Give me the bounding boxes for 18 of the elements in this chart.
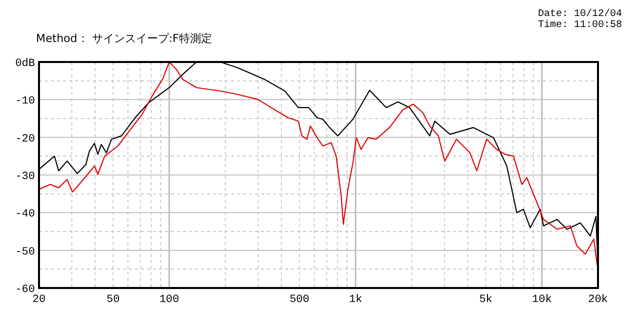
x-tick-label: 20 xyxy=(32,294,46,306)
chart-subtitle: Method： サインスイープ:F特測定 xyxy=(36,32,212,45)
y-tick-label: -60 xyxy=(15,284,35,296)
y-tick-label: -10 xyxy=(15,96,35,108)
y-tick-label: -40 xyxy=(15,208,35,221)
y-tick-label: -50 xyxy=(15,246,35,258)
x-tick-label: 5k xyxy=(479,294,493,306)
x-tick-label: 100 xyxy=(159,294,180,306)
x-tick-label: 1k xyxy=(348,294,363,306)
y-tick-label: 0dB xyxy=(15,58,36,70)
x-tick-label: 20k xyxy=(588,294,608,306)
x-tick-label: 50 xyxy=(106,294,120,306)
y-tick-label: -30 xyxy=(15,171,35,183)
x-tick-label: 10k xyxy=(532,294,552,306)
y-tick-label: -20 xyxy=(15,133,35,146)
x-tick-label: 500 xyxy=(290,294,310,306)
text: Time: 11:00:58 xyxy=(538,19,622,31)
text: Date: 10/12/04 xyxy=(538,8,622,20)
